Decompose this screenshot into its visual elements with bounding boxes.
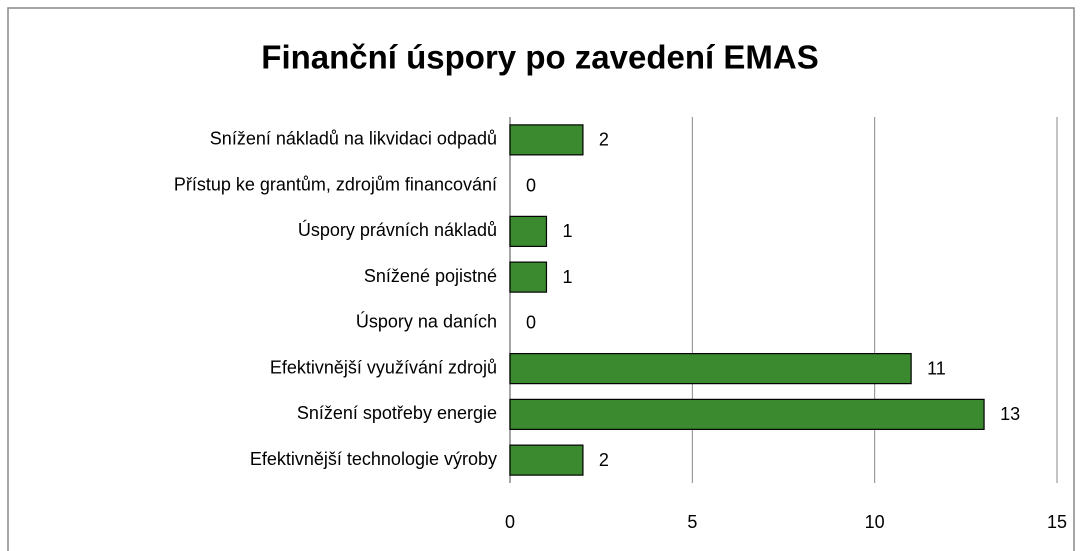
data-label: 0 <box>526 175 536 195</box>
bar <box>509 261 548 293</box>
bar <box>509 124 584 156</box>
chart-title: Finanční úspory po zavedení EMAS <box>261 39 818 76</box>
y-tick-label: Snížení spotřeby energie <box>297 403 497 423</box>
data-label: 0 <box>526 313 536 333</box>
data-label: 2 <box>599 450 609 470</box>
bar <box>509 215 548 247</box>
y-tick-label: Snížené pojistné <box>364 266 497 286</box>
bar <box>509 444 584 476</box>
bar <box>509 353 912 385</box>
y-tick-label: Úspory na daních <box>356 311 497 332</box>
x-tick-label: 0 <box>505 512 515 532</box>
bar <box>509 398 985 430</box>
data-label: 11 <box>927 358 946 378</box>
data-label: 13 <box>1000 404 1020 424</box>
x-tick-label: 5 <box>687 512 697 532</box>
y-tick-label: Efektivnější technologie výroby <box>250 449 497 469</box>
x-tick-label: 10 <box>865 512 885 532</box>
data-label: 1 <box>562 221 572 241</box>
y-tick-label: Úspory právních nákladů <box>298 219 497 240</box>
x-tick-label: 15 <box>1047 512 1067 532</box>
data-label: 2 <box>599 130 609 150</box>
y-tick-label: Snížení nákladů na likvidaci odpadů <box>210 129 497 149</box>
data-label: 1 <box>562 267 572 287</box>
y-tick-label: Přístup ke grantům, zdrojům financování <box>174 174 497 194</box>
y-tick-label: Efektivnější využívání zdrojů <box>270 357 497 377</box>
